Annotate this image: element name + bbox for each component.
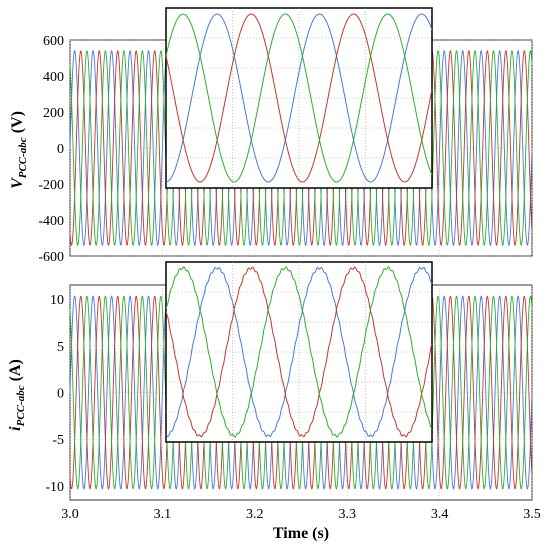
current-y-sub: PCC-abc	[15, 385, 27, 426]
voltage-y-tick-label: -600	[38, 250, 64, 265]
x-tick-label: 3.1	[154, 507, 172, 522]
x-tick-label: 3.5	[523, 507, 541, 522]
current-y-tick-label: -10	[45, 480, 64, 495]
voltage-y-tick-label: 600	[43, 34, 64, 49]
current-panel: 10 5 0 -5 -10 3.0 3.1 3.2 3.3 3.4 3.5 iPCC-abc (A…	[7, 261, 541, 542]
voltage-y-tick-label: -400	[38, 214, 64, 229]
current-inset-waveforms	[165, 266, 433, 438]
current-series-3-line	[69, 295, 533, 490]
voltage-y-axis-title: VPCC-abc (V)	[9, 111, 29, 189]
voltage-inset-waveforms	[165, 13, 433, 183]
voltage-series-3-line	[69, 50, 533, 246]
current-y-main: i	[7, 426, 24, 431]
voltage-y-main: V	[9, 177, 26, 189]
voltage-y-tick-label: 0	[57, 142, 64, 157]
current-y-tick-label: 5	[57, 340, 64, 355]
time-x-ticks: 3.0 3.1 3.2 3.3 3.4 3.5	[61, 507, 541, 522]
voltage-y-sub: PCC-abc	[17, 137, 29, 178]
current-y-axis-title: iPCC-abc (A)	[7, 359, 27, 431]
current-y-tick-label: 0	[57, 387, 64, 402]
voltage-y-tick-label: 200	[43, 106, 64, 121]
current-inset-series-3-line	[165, 266, 433, 438]
voltage-inset-series-3-line	[165, 13, 433, 183]
voltage-y-ticks: 600 400 200 0 -200 -400 -600	[38, 34, 64, 265]
voltage-y-tick-label: -200	[38, 178, 64, 193]
voltage-panel: 600 400 200 0 -200 -400 -600 VPCC-abc (V)	[9, 7, 533, 265]
x-axis-title: Time (s)	[273, 525, 329, 542]
voltage-y-unit: (V)	[9, 111, 26, 137]
x-tick-label: 3.3	[338, 507, 356, 522]
current-y-unit: (A)	[7, 359, 24, 385]
voltage-inset-series-2-line	[165, 13, 433, 183]
current-y-tick-label: -5	[52, 433, 64, 448]
voltage-inset-grid	[166, 8, 432, 188]
current-y-ticks: 10 5 0 -5 -10	[45, 293, 64, 495]
current-y-tick-label: 10	[50, 293, 64, 308]
x-tick-label: 3.2	[246, 507, 264, 522]
x-tick-label: 3.0	[61, 507, 79, 522]
current-inset-series-2-line	[165, 266, 433, 438]
x-tick-label: 3.4	[431, 507, 449, 522]
voltage-y-tick-label: 400	[43, 70, 64, 85]
